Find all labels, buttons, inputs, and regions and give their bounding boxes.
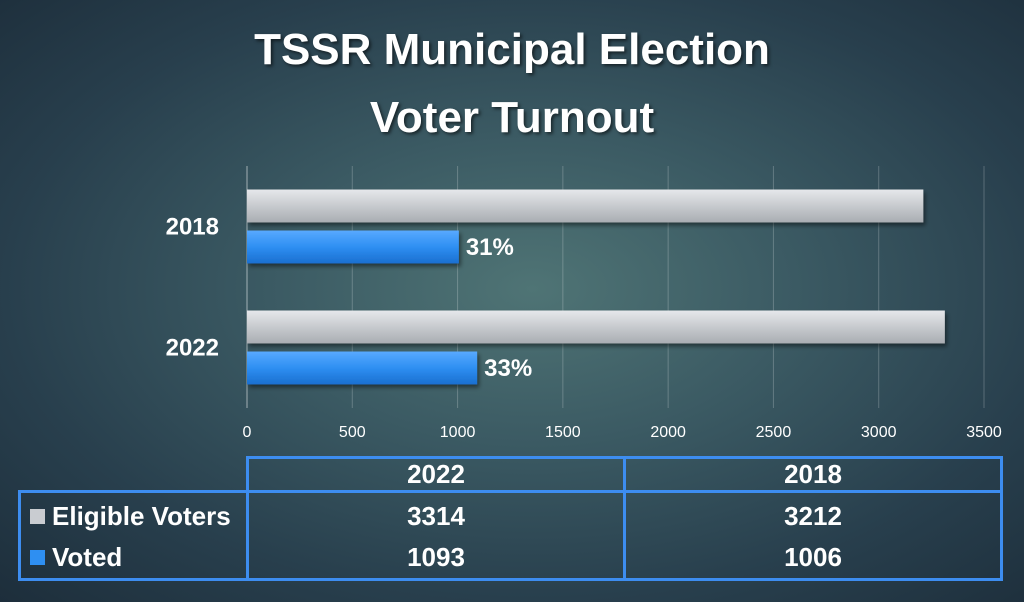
x-tick-label: 2500 [756,424,792,441]
table-border-col1 [246,456,249,581]
table-cell-eligible-2022: 3314 [407,500,465,531]
x-tick-label: 500 [339,424,366,441]
table-cell-eligible-2018: 3212 [784,500,842,531]
chart-title-line-2: Voter Turnout [369,93,655,142]
category-label-2022: 2022 [166,335,219,362]
bar-voted-2018 [247,230,459,264]
bar-voted-2022 [247,351,478,385]
eligible-row-label: Eligible Voters [52,500,231,531]
voted-legend-swatch [30,549,45,565]
table-cell-voted-2022: 1093 [407,541,465,572]
x-tick-label: 1000 [440,424,476,441]
table-border-right [1000,456,1003,581]
x-tick-label: 3500 [966,424,1002,441]
chart-title-line-1: TSSR Municipal Election [254,25,770,74]
x-tick-label: 3000 [861,424,897,441]
bar-eligible-voters-2022 [247,310,945,344]
x-tick-label: 2000 [650,424,686,441]
data-table: 2022 2018 Eligible Voters 3314 3212 Vote… [18,456,1003,581]
voted-row-label: Voted [52,541,123,572]
table-cell-voted-2018: 1006 [784,541,842,572]
eligible-legend-swatch [30,508,45,524]
table-row-eligible-label: Eligible Voters [30,496,231,536]
bar-chart: 0 500 1000 1500 2000 2500 3000 3500 31% 2018 33% 20… [166,189,1002,441]
category-label-2018: 2018 [166,214,219,241]
percent-label-2022: 33% [484,355,532,382]
table-border-header [18,490,1003,493]
table-row-voted-label: Voted [30,537,122,577]
table-header-2022: 2022 [407,459,465,489]
x-tick-label: 0 [243,424,252,441]
table-border-col2 [623,456,626,581]
percent-label-2018: 31% [466,234,514,261]
bar-eligible-voters-2018 [247,189,924,223]
table-border-left [18,490,21,581]
x-tick-label: 1500 [545,424,581,441]
table-border-bottom [18,578,1003,581]
table-header-2018: 2018 [784,459,842,489]
